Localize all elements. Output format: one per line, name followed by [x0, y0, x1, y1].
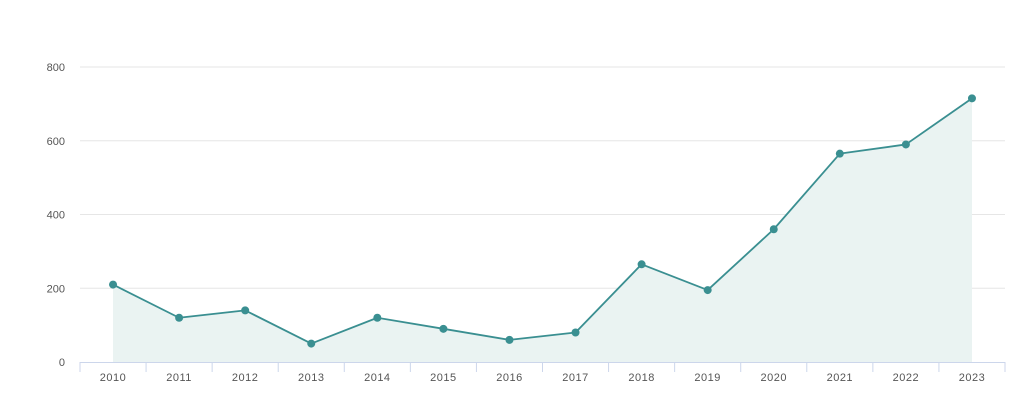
series-area-fill — [113, 98, 972, 362]
x-tick-label-2023: 2023 — [959, 372, 985, 384]
data-point-2012[interactable] — [241, 306, 250, 315]
series-line-layer — [112, 97, 973, 345]
x-tick-label-2022: 2022 — [893, 372, 919, 384]
series-line — [112, 97, 973, 345]
x-tick-label-2019: 2019 — [694, 372, 720, 384]
data-point-2023[interactable] — [967, 94, 976, 103]
x-tick-label-2015: 2015 — [430, 372, 456, 384]
data-point-2013[interactable] — [307, 339, 316, 348]
x-tick-label-2013: 2013 — [298, 372, 324, 384]
data-point-2010[interactable] — [109, 280, 118, 289]
x-axis — [79, 362, 1006, 372]
x-axis-labels: 2010 2011 2012 2013 2014 2015 2016 2017 2018 2019… — [100, 372, 985, 384]
y-tick-label: 600 — [47, 136, 65, 148]
data-point-2019[interactable] — [703, 286, 712, 295]
x-tick-label-2020: 2020 — [761, 372, 787, 384]
series-area-layer — [113, 98, 972, 362]
data-points — [109, 94, 976, 348]
data-point-2015[interactable] — [439, 324, 448, 333]
x-tick-label-2014: 2014 — [364, 372, 390, 384]
data-point-2017[interactable] — [571, 328, 580, 337]
x-tick-label-2016: 2016 — [496, 372, 522, 384]
data-point-2014[interactable] — [373, 313, 382, 322]
data-point-2016[interactable] — [505, 335, 514, 344]
y-tick-label: 0 — [59, 357, 65, 369]
x-tick-label-2012: 2012 — [232, 372, 258, 384]
y-tick-label: 200 — [47, 283, 65, 295]
y-tick-label: 400 — [47, 210, 65, 222]
data-point-2011[interactable] — [175, 313, 184, 322]
x-tick-label-2021: 2021 — [827, 372, 853, 384]
y-tick-label: 800 — [47, 62, 65, 74]
data-point-2022[interactable] — [901, 140, 910, 149]
y-axis-labels: 0 200 400 600 800 — [47, 62, 65, 369]
data-point-2021[interactable] — [835, 149, 844, 158]
x-tick-label-2018: 2018 — [628, 372, 654, 384]
x-tick-label-2017: 2017 — [562, 372, 588, 384]
data-point-2018[interactable] — [637, 260, 646, 269]
x-tick-label-2011: 2011 — [166, 372, 192, 384]
data-point-2020[interactable] — [769, 225, 778, 234]
x-tick-label-2010: 2010 — [100, 372, 126, 384]
